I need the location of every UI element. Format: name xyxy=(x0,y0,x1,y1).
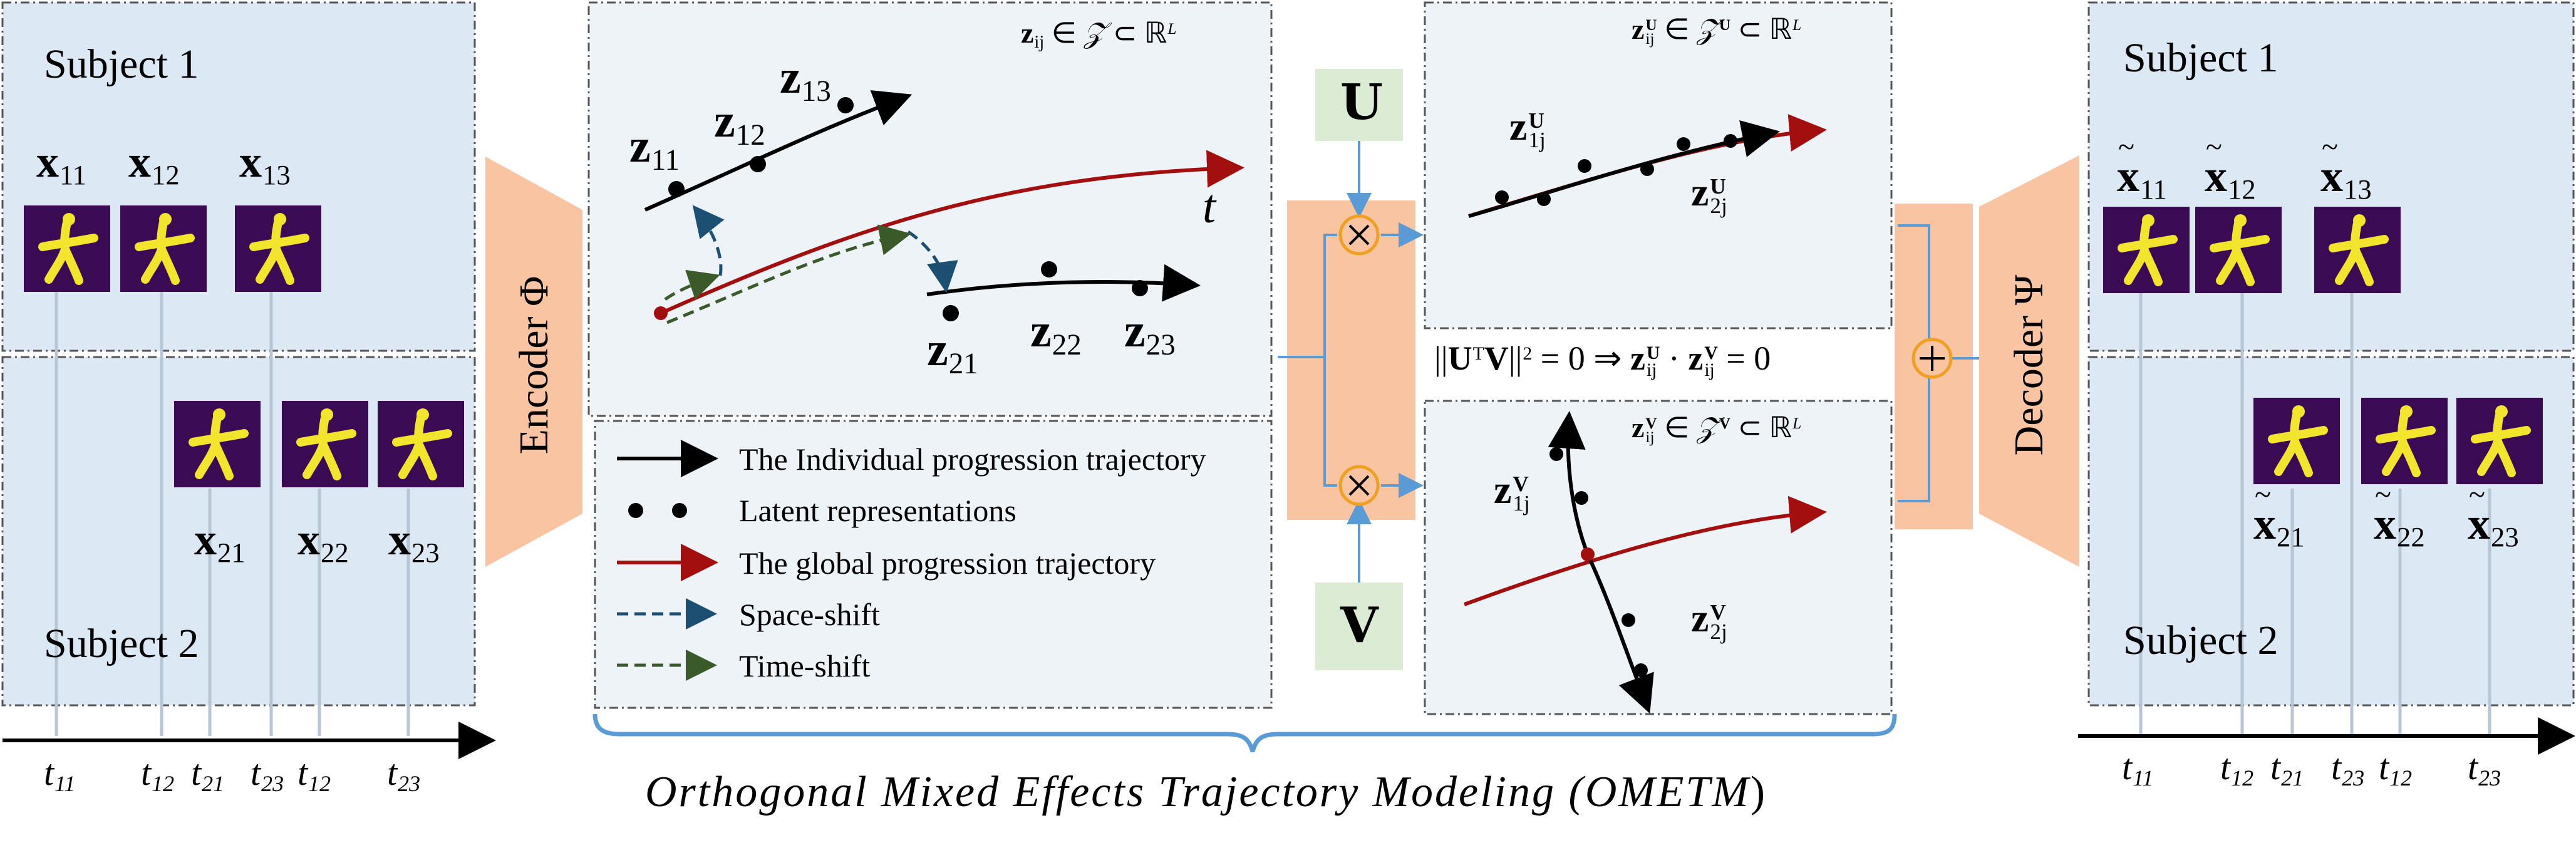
legend-time-shift: Time-shift xyxy=(739,648,871,683)
legend-global: The global progression trajectory xyxy=(739,546,1156,581)
global-origin-dot xyxy=(654,306,668,320)
latent-panel xyxy=(587,1,1273,709)
z13-label: z13 xyxy=(780,51,831,108)
space-shift-1 xyxy=(692,205,725,276)
frame-x13-image xyxy=(235,205,321,292)
frame-x22-image xyxy=(282,401,368,487)
recon-x22-image xyxy=(2361,398,2448,484)
v-box xyxy=(1315,583,1403,670)
tick-t12-right: t12 xyxy=(2220,747,2254,791)
tick-t12b-left: t12 xyxy=(297,752,331,797)
recon-x13-image xyxy=(2314,207,2401,293)
t-axis-label: t xyxy=(1203,180,1216,233)
v-label: V xyxy=(1340,597,1379,654)
z11-label: z11 xyxy=(629,120,680,177)
ometm-brace xyxy=(592,713,1897,752)
zu-2j-label: z U 2j xyxy=(1691,170,1727,219)
legend-latent: Latent representations xyxy=(739,493,1016,528)
zu-1j-label: z U 1j xyxy=(1509,104,1546,153)
subject1-label-right: Subject 1 xyxy=(2123,35,2279,81)
individual-trajectory-2 xyxy=(926,264,1201,302)
u-box xyxy=(1315,69,1403,141)
subject1-label-left: Subject 1 xyxy=(44,41,199,87)
x22-label: x22 xyxy=(297,514,349,569)
input-panel xyxy=(1,1,496,759)
recon-x12-image xyxy=(2195,207,2282,293)
x11-label: x11 xyxy=(36,137,86,191)
latent-set-label: zij ∈ 𝒵 ⊂ ℝL xyxy=(1021,17,1177,52)
projection-block xyxy=(1278,69,1424,670)
z22-label: z22 xyxy=(1030,304,1082,362)
time-shift-1 xyxy=(664,269,720,301)
tick-t23b-right: t23 xyxy=(2468,747,2501,791)
tick-t23-left: t23 xyxy=(251,752,284,797)
subject2-label-left: Subject 2 xyxy=(44,621,199,666)
tick-t23b-left: t23 xyxy=(387,752,421,797)
tick-t12b-right: t12 xyxy=(2379,747,2413,791)
global-trajectory xyxy=(660,150,1244,315)
tick-t21-left: t21 xyxy=(191,752,225,797)
recon-x21-image xyxy=(2253,398,2340,484)
legend-individual: The Individual progression trajectory xyxy=(739,442,1206,477)
frame-x21-image xyxy=(174,401,261,487)
time-shift-2 xyxy=(666,224,911,324)
encoder-block xyxy=(485,157,582,567)
individual-trajectory-1 xyxy=(644,90,913,212)
x13-label: x13 xyxy=(239,137,291,191)
space-shift-2 xyxy=(907,230,958,293)
encoder-label: Encoder Φ xyxy=(511,276,557,455)
x23-label: x23 xyxy=(388,514,440,569)
tick-t12-left: t12 xyxy=(141,752,175,797)
tick-t11-right: t11 xyxy=(2122,747,2154,791)
ometm-caption: Orthogonal Mixed Effects Trajectory Mode… xyxy=(645,768,1767,816)
v-space-panel xyxy=(1424,400,1893,715)
zv-1j-label: z V 1j xyxy=(1494,467,1530,516)
frame-x12-image xyxy=(120,205,207,292)
recon-x11-image xyxy=(2103,207,2190,293)
x21-label: x21 xyxy=(194,514,246,569)
tick-t23-right: t23 xyxy=(2331,747,2365,791)
z12-label: z12 xyxy=(714,95,765,152)
z23-label: z23 xyxy=(1124,304,1176,362)
tick-t21-right: t21 xyxy=(2270,747,2304,791)
xt23-label: x23 xyxy=(2468,480,2519,551)
decoder-label: Decoder Ψ xyxy=(2006,274,2052,456)
xt13-label: x13 xyxy=(2320,132,2372,204)
xt12-label: x12 xyxy=(2205,132,2256,204)
tick-t11-left: t11 xyxy=(44,752,76,797)
frame-x23-image xyxy=(378,401,464,487)
xt21-label: x21 xyxy=(2253,480,2305,551)
recon-x23-image xyxy=(2456,398,2543,484)
z21-label: z21 xyxy=(927,323,978,381)
legend-space-shift: Space-shift xyxy=(739,597,880,632)
zv-2j-label: z V 2j xyxy=(1691,596,1727,645)
x12-label: x12 xyxy=(128,137,180,191)
xt22-label: x22 xyxy=(2374,480,2425,551)
u-label: U xyxy=(1340,74,1384,131)
xt11-label: x11 xyxy=(2117,132,2167,204)
frame-x11-image xyxy=(24,205,110,292)
subject2-label-right: Subject 2 xyxy=(2123,618,2279,663)
combine-block xyxy=(1895,204,1979,529)
u-space-panel xyxy=(1424,1,1893,329)
decoder-block xyxy=(1979,155,2079,567)
